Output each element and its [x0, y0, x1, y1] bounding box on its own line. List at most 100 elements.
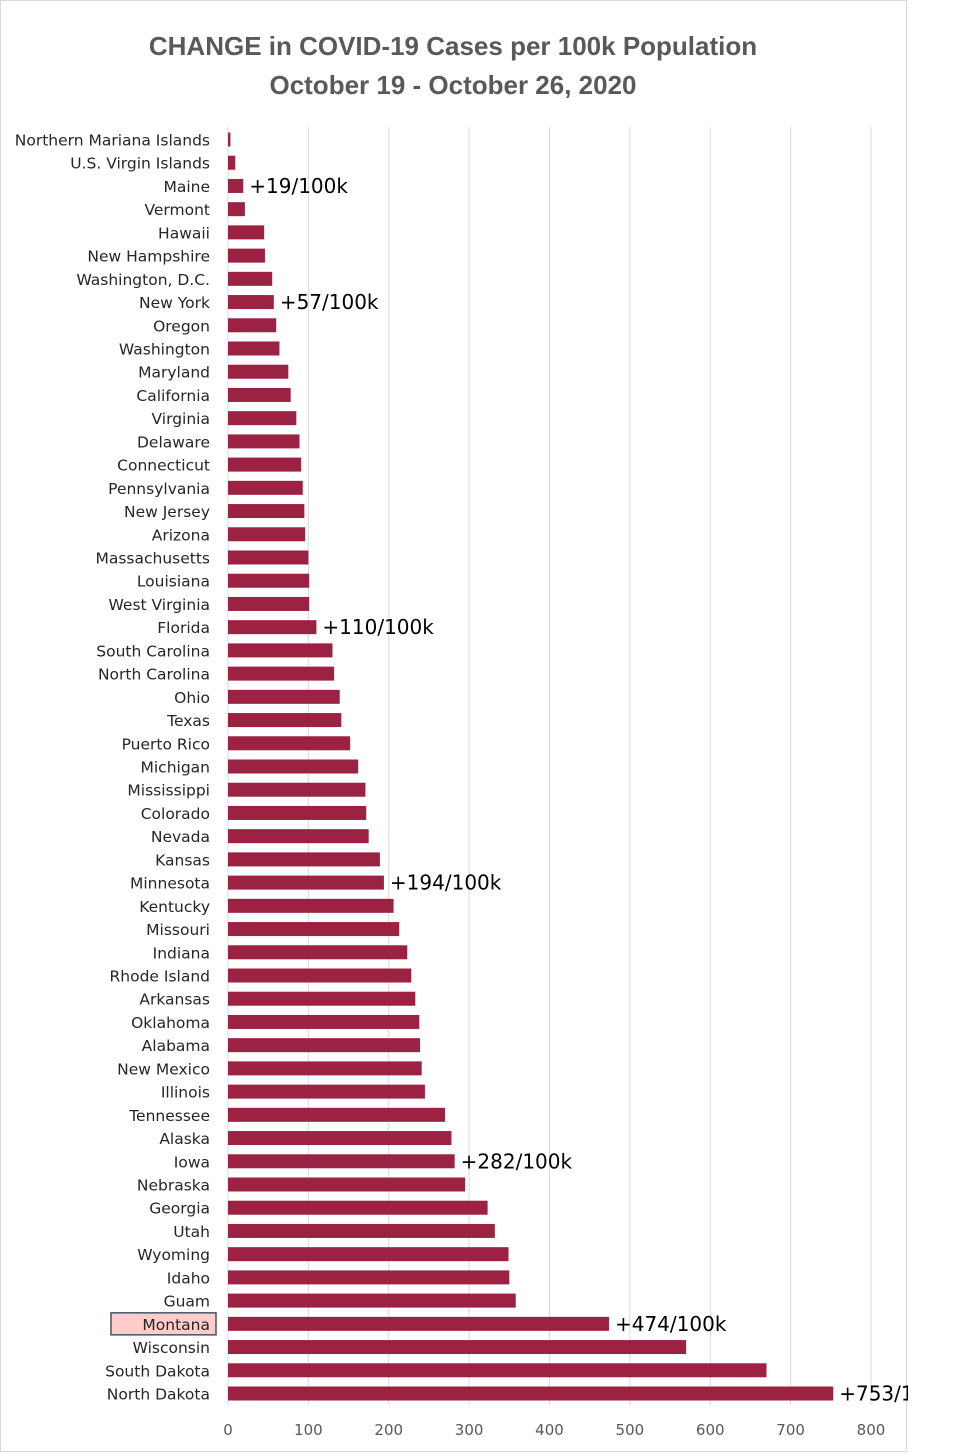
bar-wyoming	[228, 1247, 509, 1262]
bar-louisiana	[228, 573, 310, 588]
x-tick-label: 700	[776, 1421, 805, 1439]
category-label: U.S. Virgin Islands	[70, 155, 210, 173]
category-label: Iowa	[174, 1153, 210, 1171]
category-label: New Hampshire	[87, 248, 210, 266]
bar-arizona	[228, 527, 306, 542]
category-label: West Virginia	[109, 596, 210, 614]
category-label: Montana	[142, 1316, 210, 1334]
category-label: New York	[139, 294, 210, 312]
category-label: Idaho	[167, 1269, 210, 1287]
category-label: Illinois	[161, 1084, 210, 1102]
x-tick-label: 300	[455, 1421, 484, 1439]
bar-connecticut	[228, 457, 302, 472]
bar-washington	[228, 341, 280, 356]
bar-virginia	[228, 411, 297, 426]
bar-minnesota	[228, 875, 384, 890]
category-label: Kentucky	[139, 898, 210, 916]
bar-montana	[228, 1316, 609, 1331]
x-tick-label: 500	[616, 1421, 645, 1439]
category-label: Utah	[173, 1223, 210, 1241]
category-label: Arkansas	[139, 991, 210, 1009]
category-label: Guam	[164, 1293, 210, 1311]
category-label: Alabama	[142, 1037, 210, 1055]
annotation-florida: +110/100k	[322, 615, 434, 639]
bar-florida	[228, 620, 317, 635]
category-label: Nevada	[151, 828, 210, 846]
category-label: Washington, D.C.	[76, 271, 210, 289]
chart-title: CHANGE in COVID-19 Cases per 100k Popula…	[149, 31, 757, 61]
bar-northern-mariana-islands	[228, 132, 231, 147]
category-label: Maryland	[138, 364, 210, 382]
annotation-iowa: +282/100k	[461, 1149, 573, 1173]
category-label: Tennessee	[128, 1107, 210, 1125]
category-label: Oklahoma	[131, 1014, 210, 1032]
category-label: Arizona	[152, 526, 210, 544]
category-label: Massachusetts	[95, 550, 210, 568]
category-label: Wyoming	[137, 1246, 210, 1264]
annotation-minnesota: +194/100k	[390, 871, 502, 895]
category-label: Ohio	[174, 689, 210, 707]
bar-texas	[228, 713, 342, 728]
category-label: Rhode Island	[110, 968, 211, 986]
bar-iowa	[228, 1154, 455, 1169]
category-label: Delaware	[137, 433, 210, 451]
bar-puerto-rico	[228, 736, 351, 751]
bar-west-virginia	[228, 596, 310, 611]
chart-subtitle: October 19 - October 26, 2020	[269, 70, 636, 100]
category-label: New Mexico	[117, 1060, 210, 1078]
category-label: North Dakota	[107, 1386, 210, 1404]
category-label: Nebraska	[137, 1177, 210, 1195]
bar-new-york	[228, 295, 274, 310]
bar-alaska	[228, 1131, 452, 1146]
bar-kentucky	[228, 898, 394, 913]
bar-missouri	[228, 922, 400, 937]
annotation-north-dakota: +753/100k	[839, 1382, 908, 1406]
bar-north-dakota	[228, 1386, 834, 1401]
annotation-new-york: +57/100k	[280, 290, 379, 314]
category-label: Texas	[166, 712, 210, 730]
bar-massachusetts	[228, 550, 309, 565]
bar-georgia	[228, 1200, 488, 1215]
bar-arkansas	[228, 991, 416, 1006]
x-tick-label: 200	[374, 1421, 403, 1439]
chart-frame: CHANGE in COVID-19 Cases per 100k Popula…	[0, 0, 908, 1452]
bar-alabama	[228, 1038, 421, 1053]
bar-hawaii	[228, 225, 265, 240]
bar-rhode-island	[228, 968, 412, 983]
category-label: Washington	[119, 341, 210, 359]
bar-utah	[228, 1223, 495, 1238]
category-label: Georgia	[149, 1200, 210, 1218]
bar-north-carolina	[228, 666, 335, 681]
x-tick-label: 800	[857, 1421, 886, 1439]
x-tick-label: 600	[696, 1421, 725, 1439]
chart: CHANGE in COVID-19 Cases per 100k Popula…	[15, 31, 908, 1439]
bar-guam	[228, 1293, 516, 1308]
bar-wisconsin	[228, 1340, 687, 1355]
bar-maryland	[228, 364, 289, 379]
bar-maine	[228, 178, 244, 193]
category-label: Oregon	[153, 317, 210, 335]
category-label: Connecticut	[117, 457, 210, 475]
bar-pennsylvania	[228, 480, 303, 495]
bar-idaho	[228, 1270, 510, 1285]
bars	[228, 132, 834, 1401]
category-label: Michigan	[141, 759, 211, 777]
category-label: New Jersey	[124, 503, 210, 521]
bar-u-s-virgin-islands	[228, 155, 236, 170]
bar-colorado	[228, 805, 367, 820]
annotations: +19/100k +57/100k +110/100k +194/100k +282/1…	[249, 174, 908, 1406]
bar-nebraska	[228, 1177, 466, 1192]
bar-nevada	[228, 829, 369, 844]
bar-south-dakota	[228, 1363, 767, 1378]
category-label: Kansas	[155, 851, 210, 869]
category-label: Puerto Rico	[122, 735, 210, 753]
bar-tennessee	[228, 1107, 446, 1122]
category-label: Missouri	[146, 921, 210, 939]
x-axis-ticks: 0 100 200 300 400 500 600 700 800	[223, 1421, 885, 1439]
category-label: Wisconsin	[133, 1339, 210, 1357]
category-label: Hawaii	[158, 224, 210, 242]
category-label: California	[136, 387, 210, 405]
category-label: Florida	[157, 619, 210, 637]
category-label: Minnesota	[130, 875, 210, 893]
bar-oklahoma	[228, 1014, 420, 1029]
